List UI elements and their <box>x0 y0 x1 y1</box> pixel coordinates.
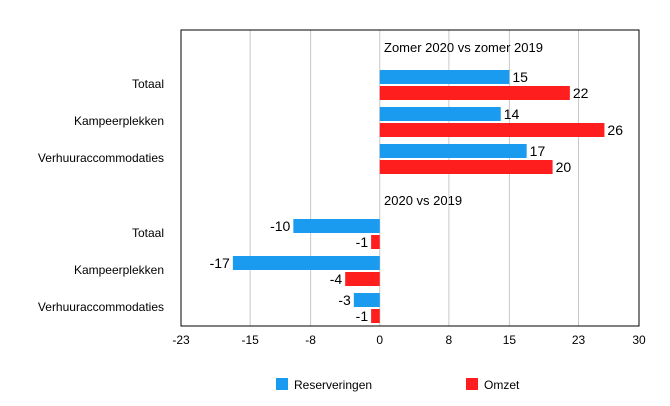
labels: -23 -15 -8 0 8 15 23 30 Zomer 2020 vs zomer 2019… <box>38 40 646 347</box>
data-label: -3 <box>338 292 351 308</box>
data-label: -17 <box>210 255 230 271</box>
category-label: Verhuuraccommodaties <box>38 300 164 314</box>
bar <box>379 144 527 158</box>
bar <box>379 70 510 84</box>
data-label: 26 <box>607 122 623 138</box>
x-tick-label: -23 <box>172 333 190 347</box>
category-label: Verhuuraccommodaties <box>38 151 164 165</box>
bar <box>379 123 605 137</box>
category-label: Kampeerplekken <box>74 263 164 277</box>
x-tick-label: 23 <box>572 333 586 347</box>
data-label: -10 <box>270 218 290 234</box>
x-tick-label: -15 <box>241 333 259 347</box>
x-tick-label: 0 <box>376 333 383 347</box>
bar <box>232 256 380 270</box>
data-label: 14 <box>504 106 520 122</box>
legend-label: Omzet <box>484 378 520 392</box>
legend-label: Reserveringen <box>294 378 372 392</box>
bar <box>293 219 380 233</box>
x-tick-label: -8 <box>305 333 316 347</box>
data-label: -1 <box>356 308 369 324</box>
bar <box>371 235 380 249</box>
x-tick-label: 30 <box>632 333 646 347</box>
category-label: Totaal <box>132 77 164 91</box>
bar <box>371 309 380 323</box>
legend-swatch <box>276 378 288 390</box>
category-label: Totaal <box>132 226 164 240</box>
bar <box>379 86 570 100</box>
category-label: Kampeerplekken <box>74 114 164 128</box>
bar <box>345 272 380 286</box>
bars <box>232 70 605 323</box>
bar <box>379 107 501 121</box>
legend: Reserveringen Omzet <box>276 378 520 392</box>
data-label: 17 <box>530 143 546 159</box>
x-tick-label: 8 <box>446 333 453 347</box>
group-annotation: Zomer 2020 vs zomer 2019 <box>384 40 543 55</box>
plot-frame <box>180 29 640 327</box>
data-label: 15 <box>512 69 528 85</box>
legend-swatch <box>466 378 478 390</box>
data-label: -4 <box>330 271 343 287</box>
bar <box>353 293 380 307</box>
x-tick-label: 15 <box>503 333 517 347</box>
data-label: 22 <box>573 85 589 101</box>
data-label: 20 <box>556 159 572 175</box>
group-annotation: 2020 vs 2019 <box>384 193 462 208</box>
data-label: -1 <box>356 234 369 250</box>
bar <box>379 160 553 174</box>
